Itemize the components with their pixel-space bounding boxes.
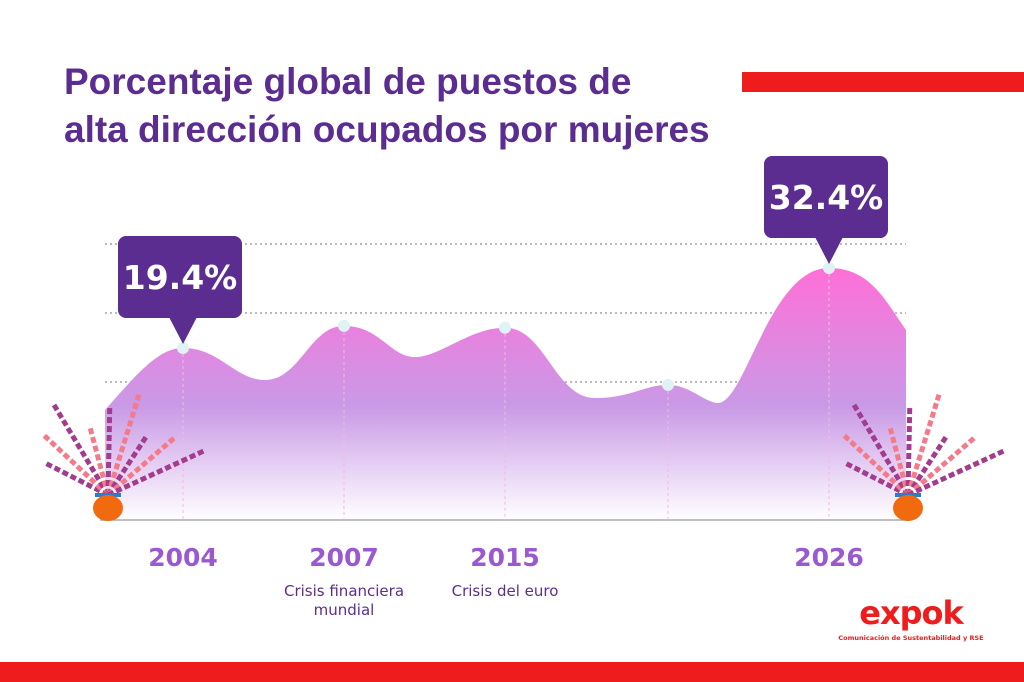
logo-wordmark: expok <box>859 594 964 632</box>
callout-box <box>764 156 888 239</box>
event-annotation: mundial <box>314 601 375 619</box>
title-line-1: Porcentaje global de puestos de <box>64 61 632 102</box>
data-label: 19.4% <box>123 258 238 297</box>
data-point <box>823 262 835 275</box>
plant-right-icon <box>841 392 1006 521</box>
expok-logo: expok Comunicación de Sustentabilidad y … <box>826 594 996 643</box>
data-point <box>662 378 674 391</box>
event-annotation: Crisis financiera <box>284 582 404 600</box>
chart-title: Porcentaje global de puestos de alta dir… <box>64 58 734 154</box>
callout-pointer <box>815 237 843 265</box>
data-point <box>499 321 511 334</box>
callout-box <box>118 236 242 318</box>
data-point <box>177 342 189 354</box>
tick-label: 2026 <box>794 543 864 572</box>
tick-label: 2015 <box>470 543 540 572</box>
accent-bar-bottom <box>0 662 1024 682</box>
plant-left-icon <box>41 392 206 521</box>
title-line-2: alta dirección ocupados por mujeres <box>64 109 710 150</box>
event-annotation: Crisis del euro <box>452 582 559 600</box>
data-label: 32.4% <box>769 178 884 217</box>
tick-label: 2004 <box>148 543 218 572</box>
callout-pointer <box>169 317 197 344</box>
logo-tagline: Comunicación de Sustentabilidad y RSE <box>838 634 984 642</box>
tick-label: 2007 <box>309 543 379 572</box>
data-point <box>338 319 350 332</box>
accent-bar-top <box>742 72 1024 92</box>
